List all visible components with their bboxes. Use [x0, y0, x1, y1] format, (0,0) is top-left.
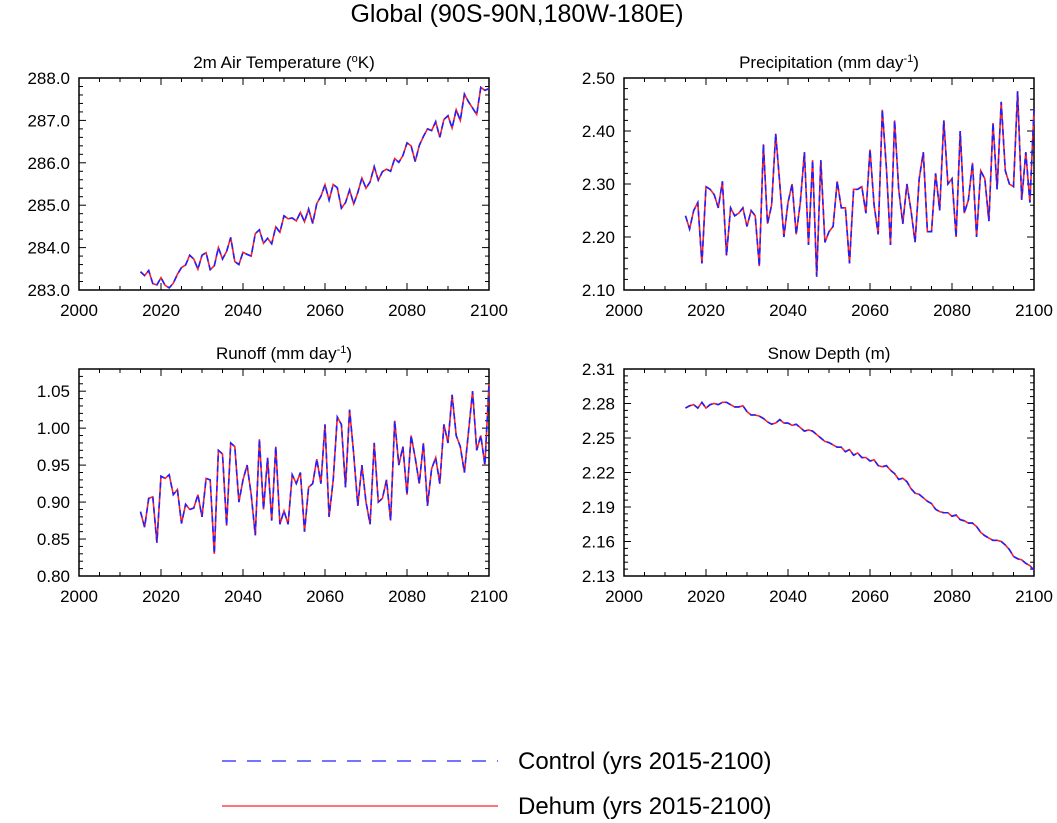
- y-tick-label: 285.0: [27, 196, 70, 215]
- series-dehum-line: [685, 400, 1035, 571]
- legend-dehum-label: Dehum (yrs 2015-2100): [518, 793, 771, 820]
- x-tick-label: 2100: [1015, 587, 1053, 606]
- legend-control-label: Control (yrs 2015-2100): [518, 748, 771, 775]
- y-tick-label: 284.0: [27, 239, 70, 258]
- y-tick-label: 0.85: [37, 530, 70, 549]
- x-tick-label: 2040: [769, 301, 807, 320]
- x-tick-label: 2040: [769, 587, 807, 606]
- x-tick-label: 2080: [388, 301, 426, 320]
- series-control-line: [685, 400, 1035, 571]
- y-tick-label: 0.80: [37, 567, 70, 586]
- series-dehum-line: [684, 91, 1035, 277]
- x-tick-label: 2080: [388, 587, 426, 606]
- y-tick-label: 2.19: [582, 498, 615, 517]
- plot-frame: [623, 368, 1035, 577]
- x-tick-label: 2020: [687, 587, 725, 606]
- x-tick-label: 2100: [470, 587, 508, 606]
- panels: 2m Air Temperature (oK) 2000 2020 2040 2060 2…: [27, 53, 1052, 606]
- x-tick-label: 2000: [60, 301, 98, 320]
- x-tick-label: 2020: [687, 301, 725, 320]
- x-tick-label: 2060: [851, 301, 889, 320]
- x-tick-label: 2000: [605, 587, 643, 606]
- y-tick-label: 0.90: [37, 493, 70, 512]
- y-tick-label: 2.10: [582, 281, 615, 300]
- plot-frame: [78, 368, 490, 577]
- chart-panel-2: Precipitation (mm day-1) 2000 2020 2040 2060…: [582, 53, 1053, 320]
- x-tick-label: 2060: [851, 587, 889, 606]
- x-tick-label: 2040: [224, 301, 262, 320]
- y-tick-label: 286.0: [27, 154, 70, 173]
- y-tick-label: 2.20: [582, 228, 615, 247]
- y-tick-label: 1.00: [37, 419, 70, 438]
- x-tick-label: 2060: [306, 587, 344, 606]
- plot-frame: [623, 77, 1035, 291]
- y-tick-label: 283.0: [27, 281, 70, 300]
- y-tick-label: 2.13: [582, 567, 615, 586]
- y-tick-label: 287.0: [27, 111, 70, 130]
- y-tick-label: 2.50: [582, 69, 615, 88]
- chart-panel-4: Snow Depth (m) 2000 2020 2040 2060 2080 2100 2.…: [582, 344, 1053, 606]
- x-tick-label: 2020: [142, 587, 180, 606]
- x-tick-label: 2060: [306, 301, 344, 320]
- series-control-line: [684, 91, 1035, 277]
- legend: Control (yrs 2015-2100) Dehum (yrs 2015-…: [222, 748, 771, 820]
- panel-title: Precipitation (mm day-1): [739, 53, 919, 72]
- series-control-line: [139, 85, 490, 289]
- y-tick-label: 2.28: [582, 395, 615, 414]
- x-tick-label: 2000: [60, 587, 98, 606]
- x-tick-label: 2100: [470, 301, 508, 320]
- chart-panel-3: Runoff (mm day-1) 2000 2020 2040 2060 2080 210…: [37, 344, 508, 606]
- y-tick-label: 2.16: [582, 533, 615, 552]
- x-tick-label: 2080: [933, 301, 971, 320]
- x-tick-label: 2100: [1015, 301, 1053, 320]
- x-tick-label: 2000: [605, 301, 643, 320]
- y-tick-label: 288.0: [27, 69, 70, 88]
- chart-panel-1: 2m Air Temperature (oK) 2000 2020 2040 2060 2…: [27, 53, 507, 320]
- x-tick-label: 2040: [224, 587, 262, 606]
- y-tick-label: 2.40: [582, 122, 615, 141]
- x-tick-label: 2020: [142, 301, 180, 320]
- y-tick-label: 2.31: [582, 360, 615, 379]
- panel-title: Runoff (mm day-1): [216, 344, 352, 363]
- y-tick-label: 2.22: [582, 464, 615, 483]
- figure-title: Global (90S-90N,180W-180E): [350, 0, 683, 28]
- x-tick-label: 2080: [933, 587, 971, 606]
- y-tick-label: 1.05: [37, 382, 70, 401]
- y-tick-label: 2.30: [582, 175, 615, 194]
- panel-title: 2m Air Temperature (oK): [193, 53, 375, 72]
- y-tick-label: 2.25: [582, 429, 615, 448]
- y-tick-label: 0.95: [37, 456, 70, 475]
- plot-frame: [78, 77, 490, 291]
- series-control-line: [139, 383, 490, 554]
- panel-title: Snow Depth (m): [768, 344, 891, 363]
